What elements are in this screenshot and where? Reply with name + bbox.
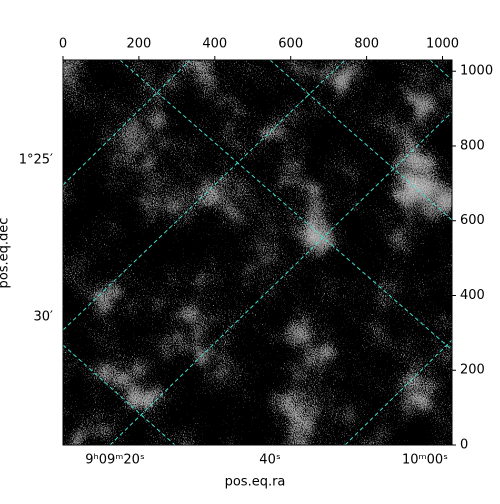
grid-line [63,60,346,331]
x-tick-label: 800 [354,37,379,52]
plot-frame [62,59,453,446]
y-tick-label: 200 [460,363,485,378]
x-axis-label: pos.eq.ra [225,475,286,490]
dec-label: 1°25′ [19,153,53,168]
y-tick-label: 1000 [460,64,493,79]
coordinate-grid [63,60,452,445]
y-tick-label: 600 [460,213,485,228]
grid-line [269,60,452,221]
y-tick-label: 0 [460,438,468,453]
y-tick-label: 800 [460,138,485,153]
y-axis-label: pos.eq.dec [0,218,12,289]
grid-line [109,111,452,445]
x-tick-label: 1000 [426,37,459,52]
grid-line [344,339,452,445]
ra-label: 40ˢ [259,453,281,468]
x-tick-label: 200 [126,37,151,52]
sky-image-texture [63,60,452,445]
grid-line [119,60,452,351]
x-tick-label: 600 [278,37,303,52]
ra-label: 9ʰ09ᵐ20ˢ [85,453,145,468]
grid-line [429,60,452,81]
grid-line [63,60,191,186]
x-tick-label: 400 [202,37,227,52]
dec-label: 30′ [34,310,54,325]
ra-label: 10ᵐ00ˢ [402,453,448,468]
y-tick-label: 400 [460,288,485,303]
x-tick-label: 0 [59,37,67,52]
